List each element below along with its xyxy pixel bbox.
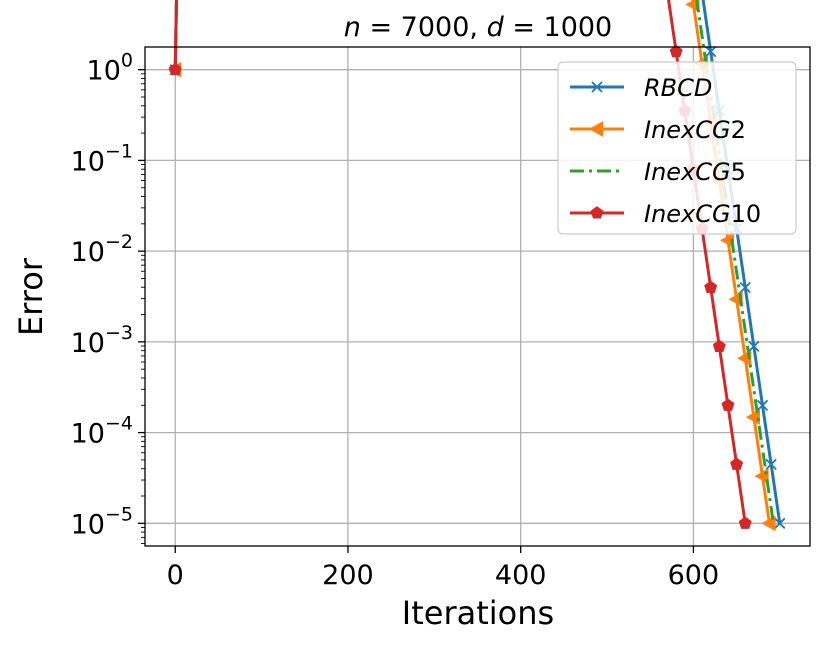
x-tick-label: 0 bbox=[167, 560, 184, 591]
plot-area-frame bbox=[144, 46, 811, 547]
legend-label: InexCG10 bbox=[644, 200, 761, 228]
pentagon-marker bbox=[738, 516, 752, 529]
pentagon-marker bbox=[721, 398, 735, 411]
x-tick-label: 400 bbox=[495, 560, 547, 591]
legend-entry-RBCD: RBCD bbox=[570, 74, 712, 102]
pentagon-marker bbox=[590, 206, 604, 219]
x-tick-label: 600 bbox=[668, 560, 720, 591]
y-axis-label: Error bbox=[12, 257, 50, 336]
y-tick-label: 10−2 bbox=[71, 231, 133, 268]
y-tick-label: 10−5 bbox=[71, 503, 133, 540]
y-tick-exponent: 0 bbox=[121, 50, 133, 72]
y-tick-exponent: −2 bbox=[105, 231, 133, 253]
triangle-marker bbox=[719, 232, 735, 249]
y-tick-base: 10 bbox=[71, 328, 105, 359]
title-n-value: = 7000, bbox=[369, 12, 478, 43]
title-n-symbol: n bbox=[344, 12, 361, 43]
y-tick-base: 10 bbox=[87, 56, 121, 87]
legend-label-main: RBCD bbox=[644, 74, 712, 102]
triangle-marker bbox=[761, 515, 776, 532]
legend-label-number: 10 bbox=[731, 200, 762, 228]
x-marker bbox=[756, 399, 769, 412]
legend-entry-InexCG10: InexCG10 bbox=[570, 200, 761, 228]
legend-label: RBCD bbox=[644, 74, 712, 102]
y-tick-exponent: −1 bbox=[105, 140, 133, 162]
y-tick-base: 10 bbox=[71, 146, 105, 177]
x-tick-label: 200 bbox=[322, 560, 374, 591]
legend-label-main: InexCG bbox=[644, 116, 731, 144]
triangle-marker bbox=[588, 121, 604, 137]
y-tick-base: 10 bbox=[71, 509, 105, 540]
pentagon-marker bbox=[168, 62, 182, 76]
chart-title: n = 7000, d = 1000 bbox=[344, 12, 612, 43]
x-marker bbox=[705, 45, 717, 58]
y-tick-exponent: −5 bbox=[105, 503, 133, 525]
grid-lines bbox=[145, 47, 810, 546]
pentagon-marker bbox=[730, 457, 744, 470]
y-tick-label: 10−3 bbox=[71, 322, 133, 359]
y-tick-exponent: −4 bbox=[105, 413, 133, 435]
legend-entry-InexCG5: InexCG5 bbox=[570, 158, 746, 186]
triangle-marker bbox=[745, 409, 760, 426]
x-axis-ticks: 0 200 400 600 bbox=[167, 546, 720, 591]
x-marker bbox=[765, 458, 777, 470]
legend-label-number: 2 bbox=[731, 116, 746, 144]
x-marker bbox=[774, 517, 786, 529]
title-d-value: = 1000 bbox=[512, 12, 612, 43]
y-tick-base: 10 bbox=[71, 237, 105, 268]
legend-label-main: InexCG bbox=[644, 158, 731, 186]
legend-label: InexCG2 bbox=[644, 116, 746, 144]
y-tick-exponent: −3 bbox=[105, 322, 133, 344]
x-axis-label: Iterations bbox=[402, 594, 554, 632]
title-d-symbol: d bbox=[487, 12, 505, 43]
pentagon-marker bbox=[669, 44, 683, 58]
y-tick-label: 10−4 bbox=[71, 413, 133, 450]
legend-label-number: 5 bbox=[731, 158, 746, 186]
x-marker bbox=[739, 281, 751, 294]
legend-label-main: InexCG bbox=[644, 200, 731, 228]
legend-label: InexCG5 bbox=[644, 158, 746, 186]
y-tick-label: 100 bbox=[87, 50, 133, 87]
y-tick-base: 10 bbox=[71, 419, 105, 450]
x-marker bbox=[748, 340, 760, 353]
legend-box bbox=[557, 61, 797, 235]
x-marker bbox=[591, 81, 603, 93]
pentagon-marker bbox=[704, 280, 718, 293]
y-tick-label: 10−1 bbox=[71, 140, 133, 177]
pentagon-marker bbox=[712, 339, 726, 352]
legend-entry-InexCG2: InexCG2 bbox=[570, 116, 746, 144]
